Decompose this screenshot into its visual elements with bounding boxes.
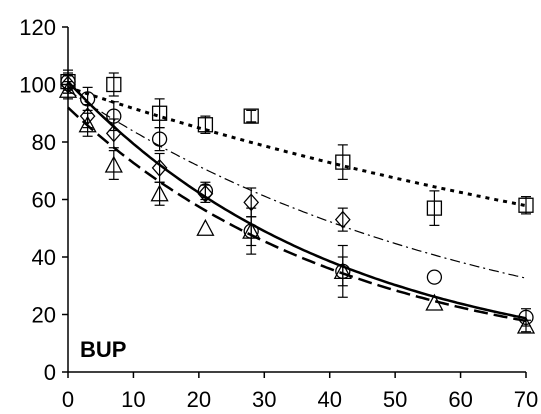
data-point: [518, 196, 534, 215]
square-marker: [426, 200, 443, 216]
triangle-marker: [196, 218, 215, 236]
data-point: [104, 150, 123, 180]
fit-line-triangle: [67, 106, 527, 323]
x-tick-label: 10: [121, 387, 145, 412]
panel-label: BUP: [80, 337, 126, 362]
data-point: [333, 256, 352, 287]
square-marker: [335, 154, 351, 170]
data-point: [426, 269, 443, 285]
triangle-marker: [150, 184, 169, 202]
square-marker: [197, 117, 214, 133]
triangle-marker: [104, 155, 123, 173]
diamond-marker: [197, 184, 214, 203]
data-point: [106, 101, 122, 132]
data-point: [243, 108, 259, 124]
data-point: [197, 115, 214, 134]
y-tick-label: 40: [32, 245, 56, 270]
data-point: [335, 144, 351, 180]
x-tick-label: 0: [62, 387, 74, 412]
x-tick-label: 30: [252, 387, 276, 412]
data-point: [58, 80, 78, 100]
triangle-marker: [516, 316, 536, 334]
data-point: [151, 98, 168, 129]
square-marker: [106, 76, 122, 93]
y-tick-label: 20: [32, 303, 56, 328]
data-point: [425, 293, 444, 311]
x-tick-label: 20: [187, 387, 211, 412]
triangle-marker: [242, 221, 261, 239]
square-marker: [518, 197, 534, 213]
square-marker: [151, 105, 168, 121]
series-triangle: [58, 80, 536, 334]
data-point: [196, 218, 215, 236]
diamond-marker: [334, 210, 351, 229]
triangle-marker: [333, 261, 352, 280]
data-point: [79, 86, 96, 111]
fit-lines: [67, 80, 527, 323]
data-point: [150, 181, 169, 206]
circle-marker: [79, 91, 96, 107]
circle-marker: [426, 269, 443, 285]
data-point: [516, 316, 536, 334]
series-square: [60, 69, 534, 226]
y-tick-label: 0: [44, 360, 56, 385]
diamond-marker: [151, 158, 168, 177]
data-point: [151, 127, 168, 152]
data-points: [58, 69, 536, 334]
axes: 0 20 40 60 80 100 120 0 10 20 30 40 50 60 70: [19, 15, 538, 412]
y-tick-label: 60: [32, 188, 56, 213]
fit-line-diamond: [67, 89, 527, 279]
triangle-marker: [78, 115, 97, 133]
data-point: [197, 181, 214, 201]
data-point: [106, 72, 122, 97]
x-tick-label: 60: [448, 387, 472, 412]
data-point: [242, 216, 261, 247]
data-point: [78, 112, 97, 137]
circle-marker: [197, 183, 214, 199]
fit-line-circle: [67, 80, 527, 320]
circle-marker: [106, 108, 122, 124]
x-tick-label: 50: [383, 387, 407, 412]
x-tick-label: 70: [514, 387, 538, 412]
square-marker: [243, 108, 259, 124]
circle-marker: [151, 131, 168, 147]
triangle-marker: [58, 80, 78, 98]
y-tick-label: 80: [32, 130, 56, 155]
data-point: [334, 207, 351, 232]
y-tick-label: 120: [19, 15, 56, 40]
x-tick-label: 40: [317, 387, 341, 412]
y-tick-label: 100: [19, 73, 56, 98]
triangle-marker: [425, 293, 444, 311]
data-point: [426, 190, 443, 226]
series-circle: [60, 72, 534, 327]
